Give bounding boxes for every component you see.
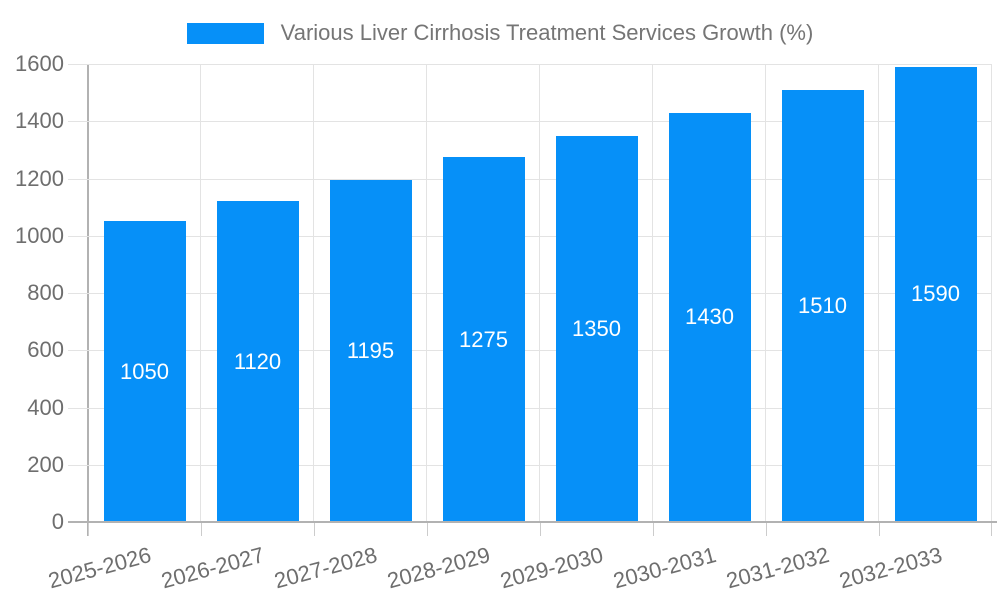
x-tick-label: 2030-2031 — [610, 542, 719, 594]
x-tick-label: 2029-2030 — [497, 542, 606, 594]
y-tick-label: 0 — [51, 509, 64, 534]
bar — [781, 89, 864, 522]
x-tick-mark — [88, 523, 89, 536]
bar-value-label: 1510 — [798, 292, 847, 318]
v-gridline — [539, 64, 540, 522]
bar-value-label: 1430 — [685, 304, 734, 330]
y-tick-label: 1400 — [15, 108, 64, 134]
bar — [894, 66, 977, 522]
y-tick-label: 600 — [27, 337, 64, 363]
bar — [442, 157, 525, 522]
bar-value-label: 1120 — [233, 348, 282, 374]
v-gridline — [878, 64, 879, 522]
bar — [216, 201, 299, 522]
v-gridline — [652, 64, 653, 522]
bar-value-label: 1050 — [120, 358, 169, 384]
x-tick-label: 2032-2033 — [836, 542, 945, 594]
x-tick-label: 2027-2028 — [271, 542, 380, 594]
bar — [103, 221, 186, 522]
x-tick-label: 2026-2027 — [158, 542, 267, 594]
legend: Various Liver Cirrhosis Treatment Servic… — [0, 20, 1000, 46]
v-gridline — [426, 64, 427, 522]
v-gridline — [765, 64, 766, 522]
bar-value-label: 1350 — [572, 315, 621, 341]
bar — [668, 112, 751, 522]
v-gridline — [200, 64, 201, 522]
x-tick-mark — [766, 523, 767, 536]
v-gridline — [313, 64, 314, 522]
x-tick-mark — [427, 523, 428, 536]
y-tick-label: 1000 — [15, 222, 64, 248]
bar-value-label: 1275 — [459, 326, 508, 352]
h-gridline — [68, 464, 992, 466]
h-gridline — [68, 178, 992, 180]
x-tick-mark — [879, 523, 880, 536]
h-gridline — [68, 64, 992, 65]
x-tick-mark — [314, 523, 315, 536]
x-tick-label: 2025-2026 — [45, 542, 154, 594]
bar-value-label: 1195 — [346, 337, 395, 363]
x-tick-mark — [991, 523, 992, 536]
v-gridline — [991, 64, 992, 522]
h-gridline — [68, 407, 992, 409]
h-gridline — [68, 293, 992, 294]
y-tick-label: 1200 — [15, 165, 64, 191]
bar-value-label: 1590 — [911, 281, 960, 307]
bar — [555, 135, 638, 522]
y-tick-label: 1600 — [15, 51, 64, 76]
x-tick-label: 2028-2029 — [384, 542, 493, 594]
legend-swatch — [186, 22, 264, 44]
y-tick-label: 800 — [27, 280, 64, 305]
h-gridline — [68, 350, 992, 352]
y-axis-line — [87, 64, 89, 536]
x-tick-mark — [540, 523, 541, 536]
legend-label: Various Liver Cirrhosis Treatment Servic… — [280, 20, 814, 45]
h-gridline — [68, 235, 992, 237]
x-tick-mark — [201, 523, 202, 536]
plot-area: 1050 1120 1195 1275 1350 1430 1510 1590 — [68, 64, 992, 522]
y-tick-label: 200 — [27, 451, 64, 477]
y-tick-label: 400 — [27, 394, 64, 420]
x-tick-label: 2031-2032 — [723, 542, 832, 594]
bar — [329, 179, 412, 522]
x-axis-line — [68, 521, 997, 523]
x-tick-mark — [653, 523, 654, 536]
h-gridline — [68, 121, 992, 123]
